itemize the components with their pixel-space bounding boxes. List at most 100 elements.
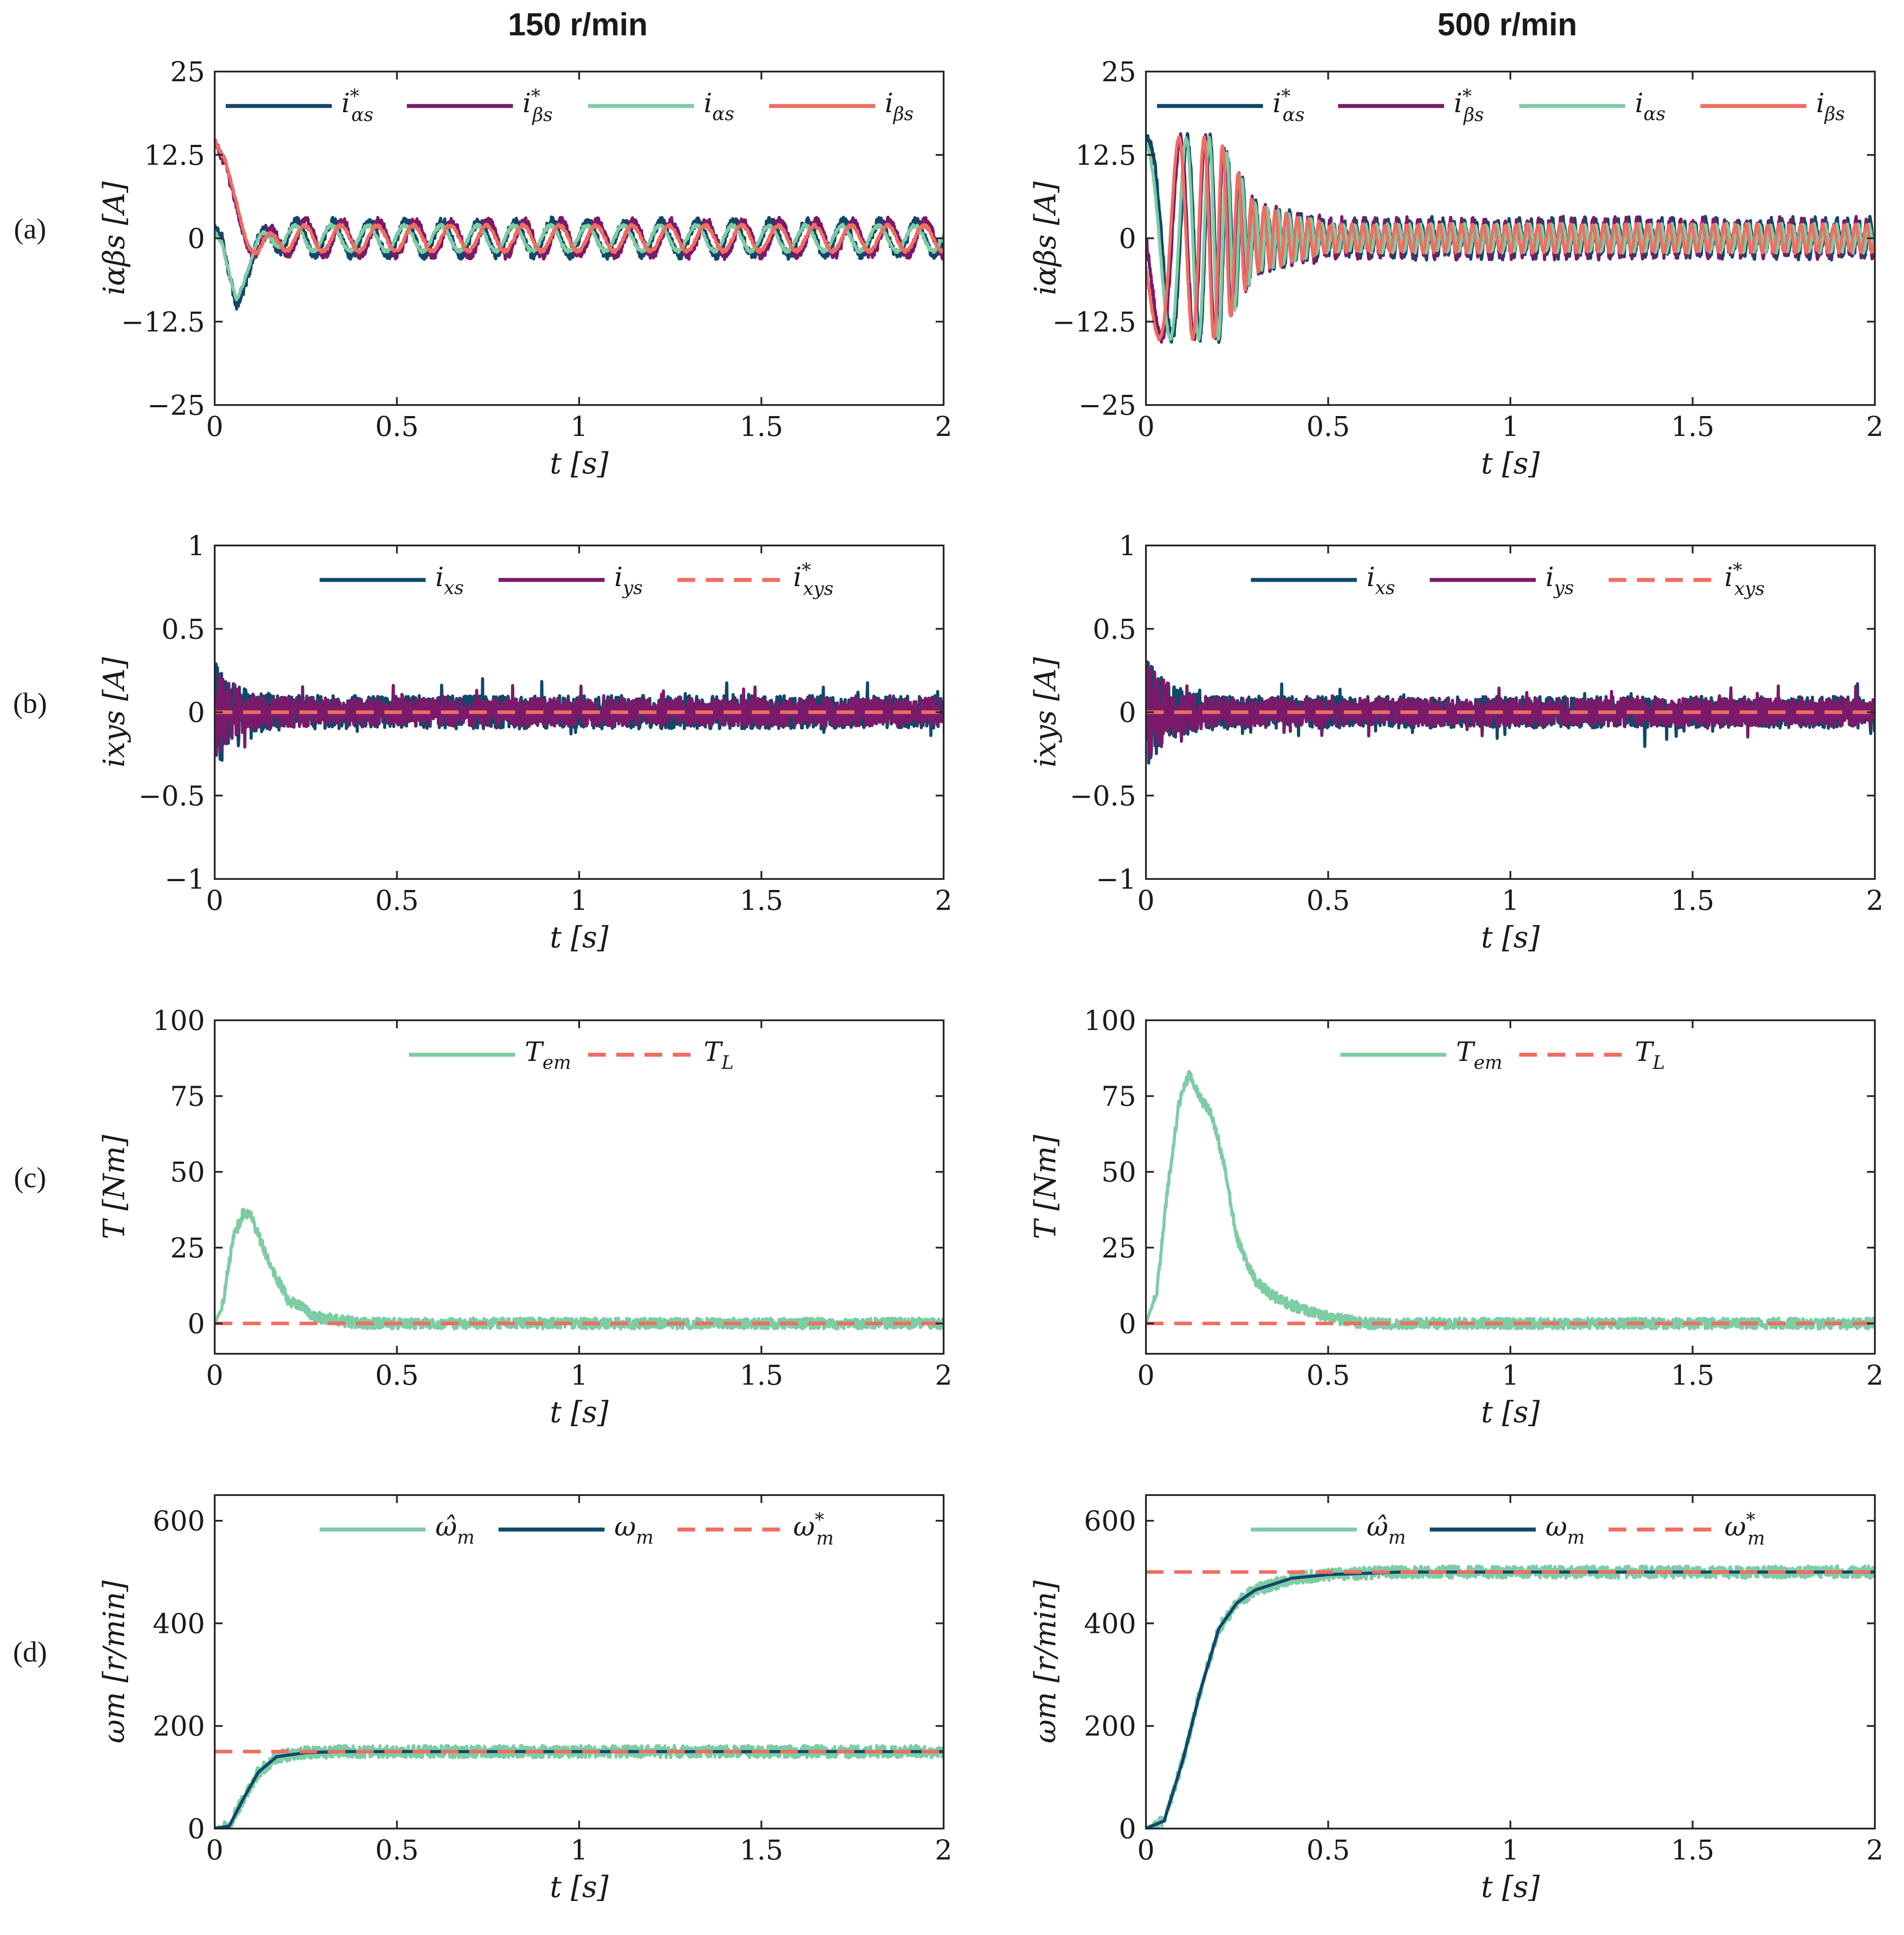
legend-item-iys: iys (1430, 562, 1574, 598)
y-tick-label: −0.5 (1070, 780, 1136, 812)
row-label-d: (d) (13, 1636, 47, 1668)
y-axis-label: iαβs [A] (1028, 181, 1062, 295)
y-tick-label: 200 (153, 1710, 205, 1742)
y-axis-label: ωm [r/min] (1028, 1580, 1062, 1743)
x-tick-label: 0 (206, 884, 223, 916)
x-tick-label: 0 (206, 1359, 223, 1391)
y-tick-label: 0 (188, 1307, 205, 1340)
legend-label-text: Tem (1456, 1037, 1502, 1073)
series-group (1146, 1070, 1875, 1331)
series-group (1146, 132, 1875, 344)
y-axis-label: iαβs [A] (97, 181, 131, 295)
legend-item-iβs: iβs (1700, 88, 1845, 125)
y-tick-label: 25 (1101, 1232, 1136, 1264)
x-tick-label: 0.5 (1306, 410, 1350, 443)
legend-item-ixs: ixs (1251, 562, 1395, 598)
series-group (1146, 1564, 1875, 1829)
x-tick-label: 2 (1866, 1359, 1883, 1391)
x-tick-label: 1 (1502, 1359, 1519, 1391)
legend-label-text: ω* m (1725, 1509, 1765, 1549)
x-tick-label: 0 (1137, 1834, 1154, 1866)
series-line-Tem (215, 1208, 944, 1331)
legend-label-text: Tem (525, 1037, 571, 1073)
y-tick-label: 100 (1084, 1004, 1136, 1037)
x-tick-label: 2 (1866, 884, 1883, 916)
legend-label-text: TL (1635, 1037, 1665, 1073)
legend-label-text: iαs (704, 88, 734, 125)
chart-panel-a500: 0 0.5 1 1.5 2 −25 −12.5 0 12.5 25 t [s] iαβs [A] i* α… (1028, 56, 1884, 481)
column-title-150: 150 r/min (508, 7, 648, 42)
y-tick-label: 0 (1119, 697, 1136, 729)
x-tick-label: 2 (935, 410, 952, 443)
legend-item-i*xys: i* xys (1608, 559, 1765, 599)
legend-label-text: iys (1546, 562, 1574, 598)
y-tick-label: 0 (188, 1813, 205, 1845)
legend-label-text: i* αs (341, 85, 373, 125)
chart-panel-b500: 0 0.5 1 1.5 2 −1 −0.5 0 0.5 1 t [s] ixys [A] ixs iys i… (1028, 530, 1884, 954)
series-group (215, 662, 944, 762)
y-tick-label: −12.5 (121, 306, 205, 338)
series-line-iβs (1146, 135, 1875, 341)
y-tick-label: 50 (170, 1156, 205, 1188)
legend-label-text: ωm (1546, 1511, 1585, 1548)
y-tick-label: 400 (153, 1607, 205, 1640)
legend-item-iαs: iαs (1519, 88, 1665, 125)
x-tick-label: 0.5 (375, 410, 419, 443)
y-axis-label: T [Nm] (1028, 1135, 1062, 1239)
y-tick-label: −1 (1096, 863, 1136, 895)
y-tick-label: 0 (1119, 1307, 1136, 1340)
legend-label-text: TL (704, 1037, 734, 1073)
y-tick-label: 600 (153, 1505, 205, 1537)
x-tick-label: 0 (1137, 410, 1154, 443)
x-axis-label: t [s] (1481, 1870, 1540, 1904)
legend-item-iys: iys (498, 562, 643, 598)
x-axis-label: t [s] (550, 447, 609, 481)
row-label-b: (b) (13, 687, 47, 719)
legend-item-ω*m: ω* m (677, 1509, 834, 1549)
series-group (1146, 660, 1875, 765)
legend-label-text: i* xys (1725, 559, 1765, 599)
legend-label-text: ixs (1367, 562, 1395, 598)
x-tick-label: 0.5 (375, 1359, 419, 1391)
y-tick-label: 0 (1119, 1813, 1136, 1845)
x-tick-label: 2 (935, 1359, 952, 1391)
series-group (215, 1744, 944, 1829)
x-axis-label: t [s] (550, 1395, 609, 1429)
chart-panel-d500: 0 0.5 1 1.5 2 0 200 400 600 t [s] ωm [r/min] ω̂m ωm ω… (1028, 1494, 1884, 1904)
y-tick-label: 400 (1084, 1607, 1136, 1640)
x-axis-label: t [s] (1481, 1395, 1540, 1429)
legend-item-i*αs: i* αs (1157, 85, 1305, 125)
y-tick-label: 12.5 (1075, 139, 1136, 171)
x-tick-label: 1 (570, 1359, 588, 1391)
y-tick-label: 0 (1119, 223, 1136, 255)
legend-label-text: i* βs (1454, 85, 1484, 125)
legend-label-text: iβs (1816, 88, 1845, 125)
legend-item-ω*m: ω* m (1608, 1509, 1765, 1549)
legend-item-ωm: ωm (1430, 1511, 1585, 1548)
legend-item-iαs: iαs (588, 88, 734, 125)
y-tick-label: 75 (170, 1080, 205, 1113)
x-tick-label: 2 (935, 1834, 952, 1866)
legend-label-text: ωm (614, 1511, 654, 1548)
y-axis-label: T [Nm] (97, 1135, 131, 1239)
legend-item-i*βs: i* βs (407, 85, 553, 125)
y-tick-label: −0.5 (138, 780, 205, 812)
legend-item-Tem: Tem (409, 1037, 571, 1073)
x-tick-label: 1.5 (740, 884, 783, 916)
row-label-c: (c) (14, 1162, 46, 1194)
x-tick-label: 1.5 (1671, 884, 1714, 916)
y-tick-label: 25 (170, 56, 205, 88)
y-axis-label: ixys [A] (97, 657, 131, 767)
x-tick-label: 0 (206, 410, 223, 443)
x-tick-label: 0.5 (1306, 1359, 1350, 1391)
y-axis-label: ixys [A] (1028, 657, 1062, 767)
column-title-500: 500 r/min (1437, 7, 1577, 42)
legend-item-iβs: iβs (769, 88, 914, 125)
chart-panel-c500: 0 0.5 1 1.5 2 0 25 50 75 100 t [s] T [Nm] Tem TL (1028, 1004, 1884, 1429)
x-tick-label: 0.5 (375, 1834, 419, 1866)
y-tick-label: 25 (170, 1232, 205, 1264)
x-tick-label: 1 (570, 410, 588, 443)
x-tick-label: 1.5 (740, 410, 783, 443)
y-tick-label: 0.5 (1092, 613, 1136, 645)
legend-label-text: i* αs (1273, 85, 1305, 125)
